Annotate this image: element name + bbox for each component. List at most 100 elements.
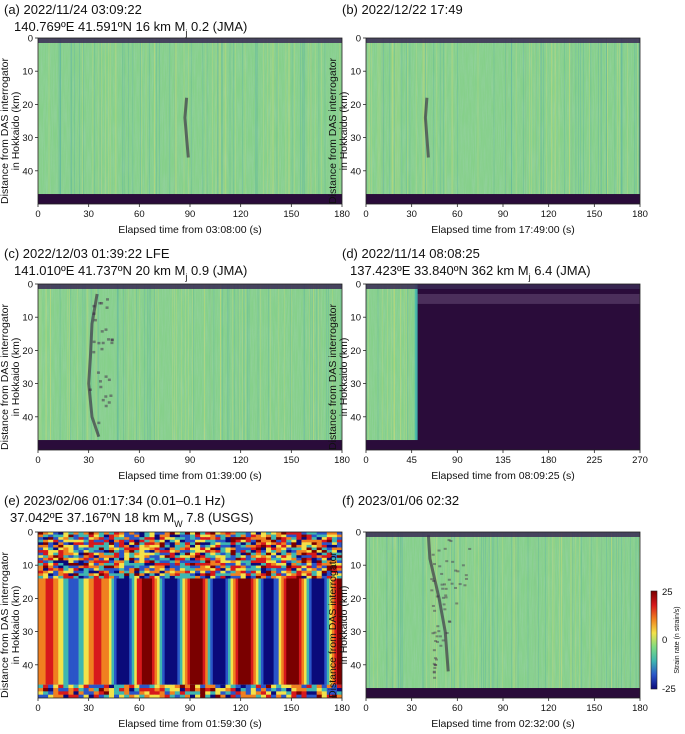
noise-cell: [250, 552, 257, 556]
noise-cell: [88, 555, 95, 559]
noise-cell: [230, 534, 237, 538]
noise-cell: [276, 573, 282, 577]
noise-cell: [286, 537, 292, 541]
noise-cell: [124, 565, 130, 569]
noise-cell: [108, 575, 115, 580]
noise-cell: [205, 684, 211, 689]
noise-cell: [311, 570, 318, 574]
noise-cell: [129, 550, 135, 554]
noise-cell: [286, 557, 292, 562]
ytick-label: 30: [22, 627, 33, 638]
noise-cell: [245, 684, 252, 689]
noise-cell: [119, 547, 125, 551]
ylabel-d-line2: in Hokkaido (km): [338, 338, 350, 417]
noise-cell: [276, 547, 282, 551]
event-scatter: [92, 340, 96, 344]
noise-cell: [48, 555, 54, 559]
noise-cell: [240, 562, 247, 567]
noise-cell: [316, 544, 323, 549]
noise-cell: [316, 565, 323, 569]
ytick-label: 0: [356, 280, 361, 291]
noise-cell: [250, 565, 257, 569]
noise-cell: [174, 570, 181, 574]
noise-cell: [48, 532, 54, 536]
noise-cell: [286, 568, 292, 572]
noise-cell: [250, 539, 257, 543]
noise-cell: [124, 688, 130, 692]
noise-cell: [174, 684, 181, 689]
noise-cell: [235, 570, 242, 574]
noise-cell: [250, 544, 257, 549]
noise-cell: [159, 562, 166, 567]
noise-cell: [108, 547, 115, 551]
noise-cell: [250, 691, 257, 696]
noise-cell: [281, 544, 287, 549]
onset-line: [414, 284, 418, 450]
noise-cell: [250, 694, 257, 698]
noise-cell: [311, 544, 318, 549]
noise-cell: [311, 537, 318, 541]
noise-cell: [43, 542, 49, 546]
noise-cell: [124, 568, 130, 572]
noise-cell: [276, 570, 282, 574]
noise-cell: [164, 537, 171, 541]
xtick-label: 90: [185, 209, 196, 220]
wave-stripe: [119, 578, 123, 685]
noise-cell: [235, 537, 242, 541]
event-scatter: [438, 635, 442, 638]
noise-cell: [58, 547, 64, 551]
noise-cell: [336, 534, 342, 538]
noise-cell: [63, 575, 69, 580]
noise-cell: [58, 565, 64, 569]
noise-cell: [73, 534, 80, 538]
event-scatter: [104, 375, 108, 378]
noise-cell: [119, 573, 125, 577]
noise-cell: [190, 557, 196, 562]
noise-cell: [139, 560, 145, 564]
noise-cell: [134, 688, 140, 692]
noise-cell: [119, 691, 125, 696]
event-scatter: [443, 608, 447, 611]
event-scatter: [432, 671, 436, 674]
noise-cell: [124, 557, 130, 562]
noise-cell: [296, 547, 303, 551]
noise-cell: [63, 560, 69, 564]
noise-cell: [220, 555, 227, 559]
xtick-label: 30: [406, 703, 417, 714]
noise-cell: [149, 544, 156, 549]
noise-cell: [43, 550, 49, 554]
noise-cell: [205, 550, 211, 554]
wave-stripe: [190, 578, 194, 685]
ytick-label: 10: [22, 313, 33, 324]
noise-cell: [255, 547, 262, 551]
noise-cell: [276, 565, 282, 569]
noise-cell: [108, 534, 115, 538]
noise-cell: [240, 691, 247, 696]
noise-cell: [255, 542, 262, 546]
noise-cell: [281, 552, 287, 556]
noise-cell: [68, 565, 75, 569]
noise-cell: [255, 550, 262, 554]
noise-cell: [114, 532, 120, 536]
noise-cell: [225, 684, 232, 689]
wave-stripe: [144, 578, 148, 685]
noise-cell: [58, 550, 64, 554]
noise-cell: [149, 688, 156, 692]
noise-cell: [93, 560, 100, 564]
noise-cell: [108, 552, 115, 556]
noise-cell: [83, 547, 90, 551]
noise-cell: [114, 565, 120, 569]
noise-cell: [169, 691, 176, 696]
noise-cell: [296, 539, 303, 543]
noise-cell: [245, 560, 252, 564]
noise-cell: [124, 539, 130, 543]
noise-cell: [78, 694, 85, 698]
noise-cell: [134, 532, 140, 536]
wave-stripe: [172, 578, 176, 685]
field-noise: [38, 284, 342, 450]
noise-cell: [149, 557, 156, 562]
noise-cell: [43, 562, 49, 567]
noise-cell: [316, 537, 323, 541]
